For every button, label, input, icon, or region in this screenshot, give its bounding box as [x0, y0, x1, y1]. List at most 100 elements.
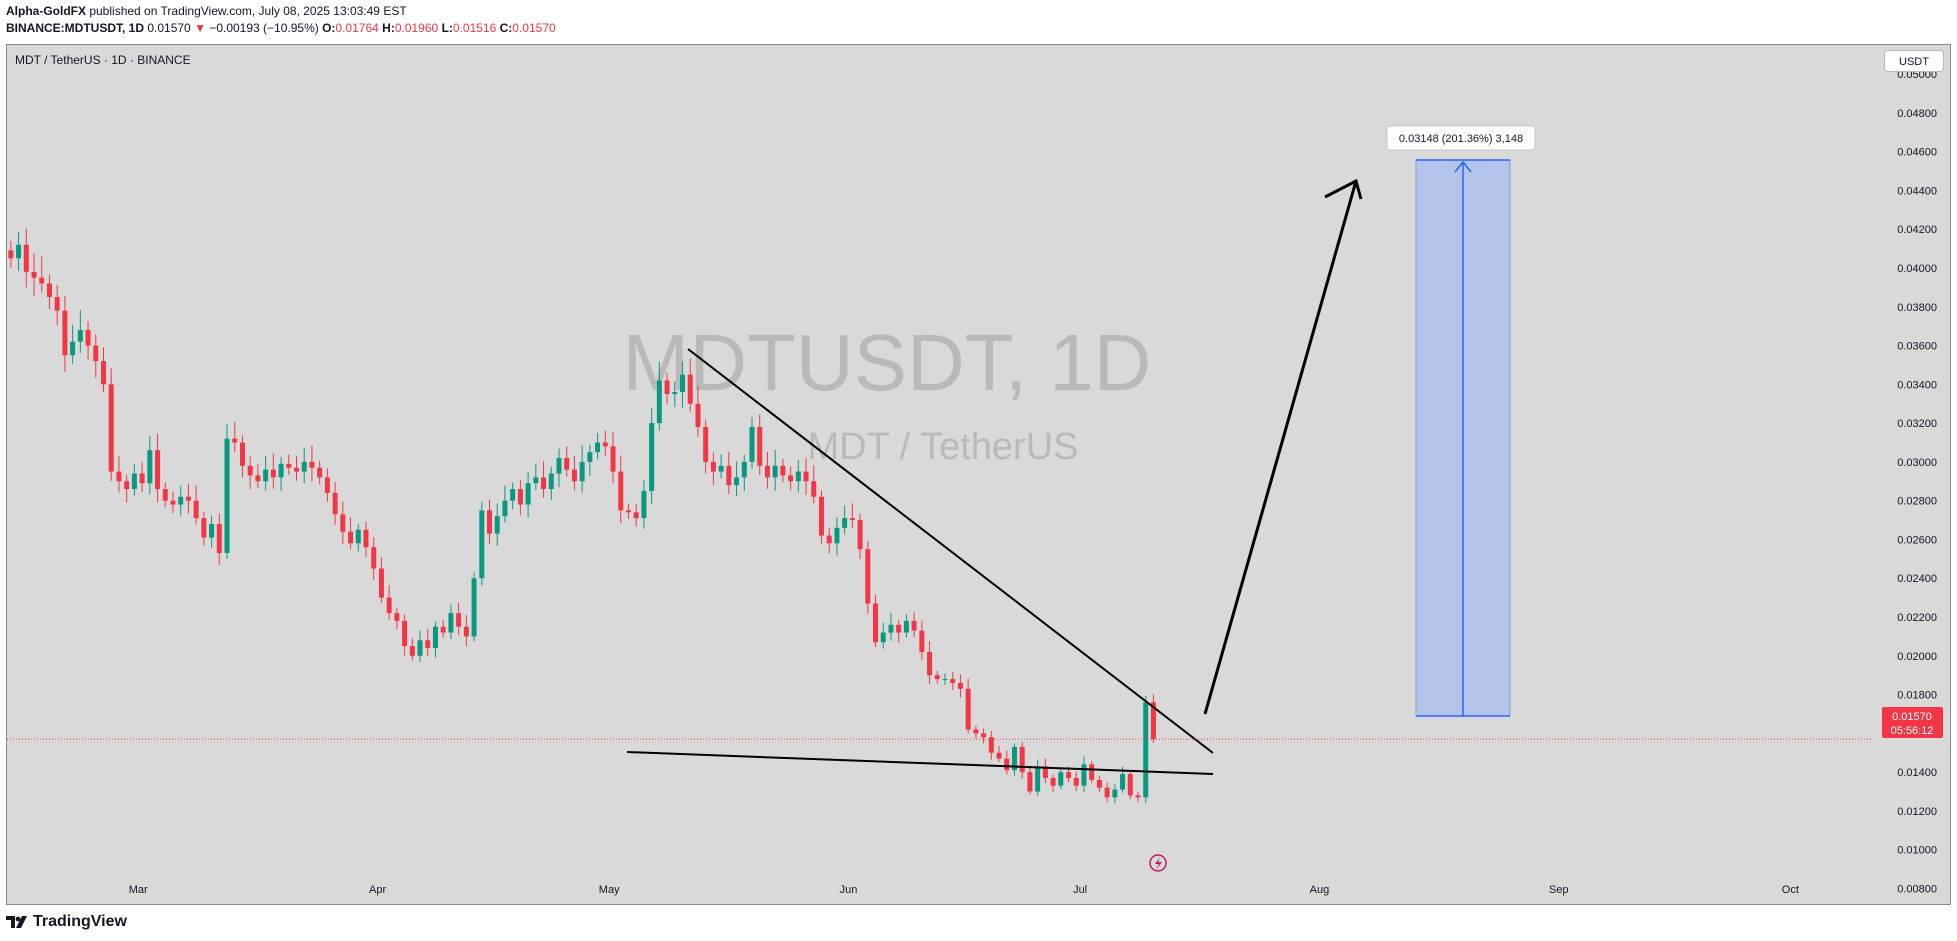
- flash-icon[interactable]: [1149, 854, 1167, 872]
- y-tick-label: 0.01000: [1897, 845, 1937, 857]
- candle-body: [479, 510, 485, 579]
- candle-body: [795, 471, 801, 482]
- projection-arrow-line[interactable]: [1203, 180, 1358, 715]
- x-tick-label: Aug: [1310, 884, 1330, 896]
- candle-body: [348, 531, 354, 544]
- y-tick-label: 0.05000: [1897, 69, 1937, 81]
- candle-body: [1104, 787, 1110, 798]
- candle-body: [718, 465, 724, 472]
- footer-branding: TradingView: [6, 913, 127, 931]
- candle-body: [950, 679, 956, 683]
- candle-body: [170, 500, 176, 505]
- candle-body: [440, 626, 446, 633]
- candle-body: [1066, 772, 1072, 778]
- candle-body: [633, 512, 639, 519]
- low-value: 0.01516: [452, 21, 497, 35]
- candle-body: [185, 496, 191, 501]
- y-tick-label: 0.04600: [1897, 147, 1937, 159]
- close-label: C:: [499, 21, 513, 35]
- descending-trendline[interactable]: [687, 348, 1214, 754]
- candle-body: [803, 471, 809, 482]
- y-tick-label: 0.04200: [1897, 224, 1937, 236]
- candle-body: [726, 465, 732, 486]
- currency-button[interactable]: USDT: [1884, 50, 1944, 72]
- candle-body: [16, 244, 22, 259]
- candle-body: [178, 496, 184, 505]
- candle-body: [394, 613, 400, 621]
- high-label: H:: [382, 21, 395, 35]
- support-trendline[interactable]: [626, 751, 1214, 775]
- current-price-badge: 0.01570 05:56:12: [1882, 707, 1943, 738]
- candle-body: [973, 729, 979, 734]
- candle-body: [286, 463, 292, 468]
- candle-body: [1073, 777, 1079, 786]
- chart-canvas[interactable]: MDTUSDT, 1D MDT / TetherUS 0.03148 (201.…: [7, 45, 1950, 904]
- candle-body: [1081, 764, 1087, 786]
- drawings-layer[interactable]: 0.03148 (201.36%) 3,148: [626, 125, 1536, 775]
- candle-body: [1019, 746, 1025, 773]
- candle-body: [710, 461, 716, 472]
- candle-body: [857, 520, 863, 550]
- candle-body: [309, 461, 315, 468]
- candle-body: [734, 477, 740, 486]
- candle-body: [378, 568, 384, 598]
- candle-body: [232, 438, 238, 443]
- candle-body: [517, 489, 523, 505]
- candle-body: [1042, 766, 1048, 778]
- candle-body: [510, 489, 516, 501]
- candle-body: [1027, 772, 1033, 792]
- y-tick-label: 0.02800: [1897, 496, 1937, 508]
- candle-body: [564, 458, 570, 470]
- x-tick-label: Apr: [369, 884, 386, 896]
- watermark-layer: MDTUSDT, 1D MDT / TetherUS: [623, 318, 1152, 468]
- candle-body: [23, 244, 29, 272]
- x-tick-label: Mar: [129, 884, 148, 896]
- x-tick-label: Jul: [1073, 884, 1087, 896]
- time-axis[interactable]: Mar Apr May Jun Jul Aug Sep Oct: [129, 884, 1799, 896]
- candle-body: [371, 547, 377, 569]
- candle-body: [448, 613, 454, 633]
- candle-body: [757, 426, 763, 466]
- candle-body: [425, 640, 431, 649]
- candle-body: [1004, 758, 1010, 771]
- y-tick-label: 0.02000: [1897, 651, 1937, 663]
- y-tick-label: 0.03000: [1897, 457, 1937, 469]
- candle-body: [239, 442, 245, 466]
- bar-countdown: 05:56:12: [1891, 725, 1934, 737]
- chart-frame[interactable]: [6, 44, 1951, 905]
- candle-body: [224, 438, 230, 554]
- candle-body: [456, 613, 462, 627]
- candle-body: [1096, 779, 1102, 788]
- candle-body: [741, 461, 747, 478]
- price-change: −0.00193 (−10.95%): [209, 21, 319, 35]
- candle-body: [108, 384, 114, 472]
- candle-body: [209, 523, 215, 538]
- candle-body: [332, 492, 338, 515]
- candle-body: [587, 452, 593, 462]
- y-tick-label: 0.03800: [1897, 302, 1937, 314]
- candle-body: [687, 374, 693, 404]
- candle-body: [1120, 774, 1126, 790]
- candle-body: [525, 483, 531, 505]
- candle-body: [780, 465, 786, 476]
- y-tick-label: 0.04400: [1897, 185, 1937, 197]
- price-axis[interactable]: 0.05000 0.04800 0.04600 0.04400 0.04200 0.040…: [1897, 69, 1937, 895]
- candle-body: [1089, 764, 1095, 780]
- candle-body: [680, 374, 686, 393]
- y-tick-label: 0.01400: [1897, 767, 1937, 779]
- candle-body: [533, 477, 539, 484]
- y-tick-label: 0.01800: [1897, 690, 1937, 702]
- candle-body: [324, 477, 330, 493]
- candle-body: [116, 471, 122, 482]
- candle-body: [255, 475, 261, 482]
- watermark-symbol: MDTUSDT, 1D: [623, 318, 1152, 407]
- candles-layer: [8, 228, 1156, 804]
- candle-body: [764, 465, 770, 478]
- x-tick-label: Jun: [840, 884, 858, 896]
- candle-body: [919, 630, 925, 652]
- tradingview-logo-text: TradingView: [33, 913, 127, 930]
- author-name[interactable]: Alpha-GoldFX: [6, 4, 86, 18]
- candle-body: [849, 518, 855, 521]
- y-tick-label: 0.02400: [1897, 573, 1937, 585]
- candle-body: [873, 603, 879, 643]
